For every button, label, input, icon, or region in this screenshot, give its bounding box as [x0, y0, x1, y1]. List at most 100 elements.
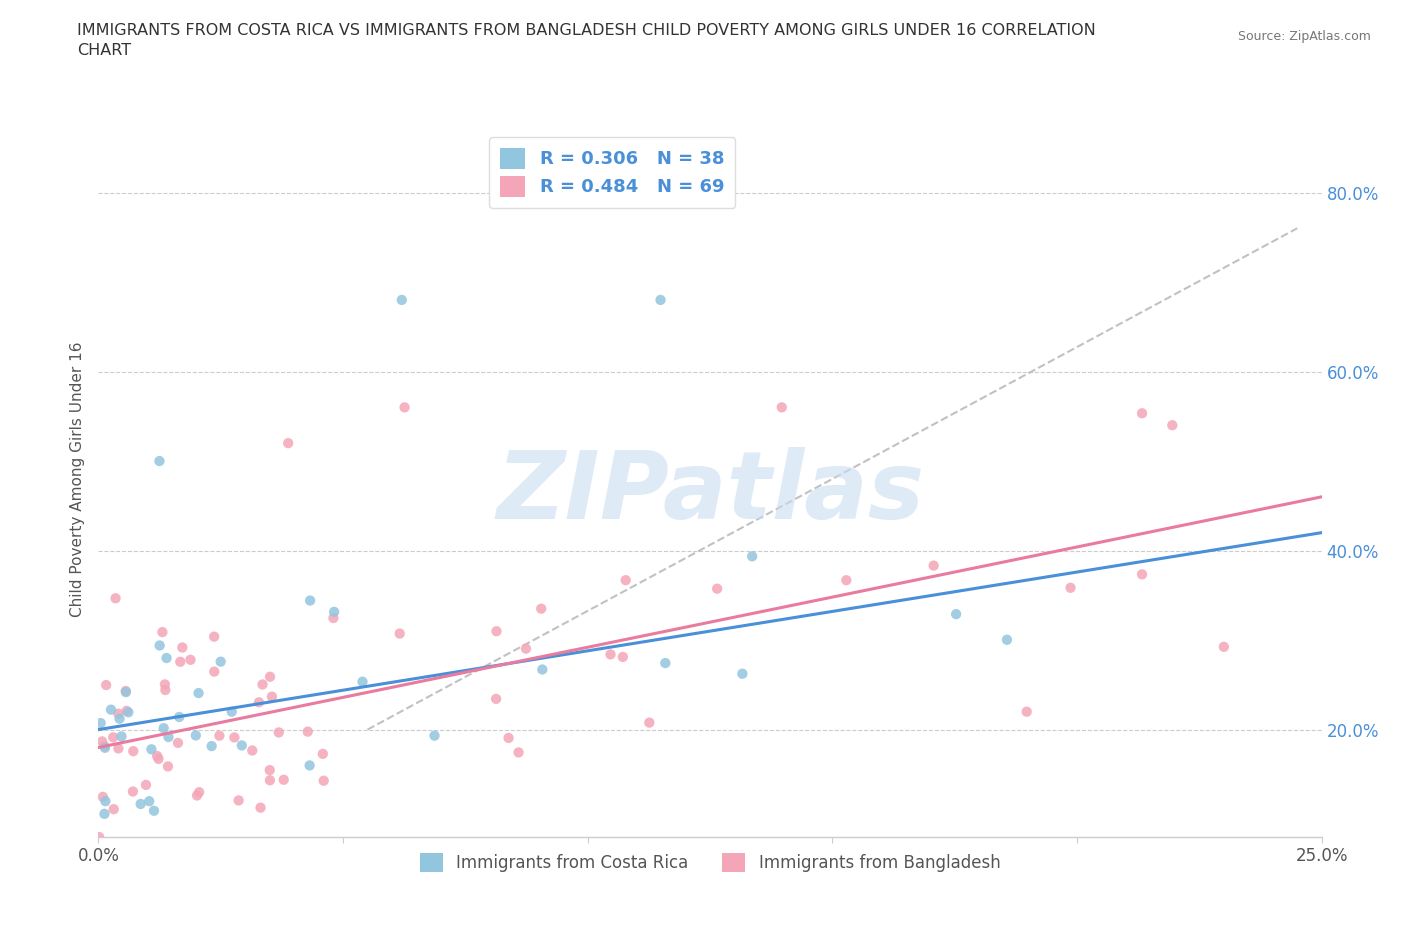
Point	[706, 581, 728, 596]
Point	[224, 730, 246, 745]
Text: IMMIGRANTS FROM COSTA RICA VS IMMIGRANTS FROM BANGLADESH CHILD POVERTY AMONG GIR: IMMIGRANTS FROM COSTA RICA VS IMMIGRANTS…	[77, 23, 1097, 58]
Point	[352, 674, 374, 689]
Point	[117, 705, 139, 720]
Point	[152, 721, 174, 736]
Point	[149, 638, 172, 653]
Point	[107, 741, 129, 756]
Text: Source: ZipAtlas.com: Source: ZipAtlas.com	[1237, 30, 1371, 43]
Point	[129, 796, 152, 811]
Point	[90, 716, 112, 731]
Point	[209, 654, 232, 669]
Point	[115, 703, 138, 718]
Point	[273, 772, 295, 787]
Point	[156, 759, 179, 774]
Point	[148, 454, 170, 469]
Point	[148, 751, 170, 766]
Point	[157, 729, 180, 744]
Point	[498, 730, 520, 745]
Point	[614, 573, 637, 588]
Point	[100, 702, 122, 717]
Point	[299, 593, 322, 608]
Point	[485, 691, 508, 706]
Point	[115, 684, 138, 699]
Point	[599, 647, 621, 662]
Point	[101, 730, 124, 745]
Point	[1059, 580, 1081, 595]
Point	[152, 625, 174, 640]
Point	[104, 591, 127, 605]
Point	[835, 573, 858, 588]
Point	[93, 738, 115, 753]
Point	[155, 683, 177, 698]
Point	[508, 745, 530, 760]
Point	[169, 655, 191, 670]
Point	[228, 793, 250, 808]
Point	[922, 558, 945, 573]
Point	[531, 662, 554, 677]
Point	[1161, 418, 1184, 432]
Point	[638, 715, 661, 730]
Point	[249, 800, 271, 815]
Point	[1130, 567, 1153, 582]
Point	[1015, 704, 1038, 719]
Point	[259, 670, 281, 684]
Point	[138, 794, 160, 809]
Point	[94, 794, 117, 809]
Point	[259, 773, 281, 788]
Point	[259, 763, 281, 777]
Point	[135, 777, 157, 792]
Point	[260, 689, 283, 704]
Point	[187, 685, 209, 700]
Point	[391, 292, 413, 307]
Point	[107, 706, 129, 721]
Point	[240, 743, 263, 758]
Point	[208, 728, 231, 743]
Point	[515, 642, 537, 657]
Point	[202, 630, 225, 644]
Point	[247, 695, 270, 710]
Point	[141, 742, 163, 757]
Point	[89, 830, 111, 844]
Point	[1130, 405, 1153, 420]
Point	[485, 624, 508, 639]
Point	[91, 734, 114, 749]
Point	[423, 728, 446, 743]
Point	[650, 292, 672, 307]
Point	[155, 651, 177, 666]
Point	[995, 632, 1018, 647]
Point	[312, 773, 335, 788]
Point	[167, 710, 190, 724]
Point	[394, 400, 416, 415]
Point	[122, 784, 145, 799]
Point	[323, 604, 346, 619]
Point	[770, 400, 793, 415]
Point	[143, 804, 166, 818]
Point	[298, 758, 321, 773]
Point	[172, 640, 194, 655]
Point	[108, 711, 131, 726]
Point	[153, 677, 176, 692]
Point	[388, 626, 411, 641]
Point	[146, 749, 169, 764]
Point	[654, 656, 676, 671]
Point	[179, 652, 201, 667]
Point	[297, 724, 319, 739]
Point	[1212, 639, 1234, 654]
Point	[530, 601, 553, 616]
Point	[231, 738, 253, 753]
Point	[741, 549, 763, 564]
Point	[221, 704, 243, 719]
Point	[94, 740, 117, 755]
Point	[202, 664, 225, 679]
Point	[267, 725, 290, 740]
Legend: Immigrants from Costa Rica, Immigrants from Bangladesh: Immigrants from Costa Rica, Immigrants f…	[413, 846, 1007, 879]
Point	[277, 435, 299, 450]
Point	[201, 738, 224, 753]
Point	[94, 678, 117, 693]
Point	[731, 666, 754, 681]
Point	[186, 788, 208, 803]
Y-axis label: Child Poverty Among Girls Under 16: Child Poverty Among Girls Under 16	[69, 341, 84, 617]
Point	[184, 728, 207, 743]
Point	[110, 729, 132, 744]
Point	[93, 806, 115, 821]
